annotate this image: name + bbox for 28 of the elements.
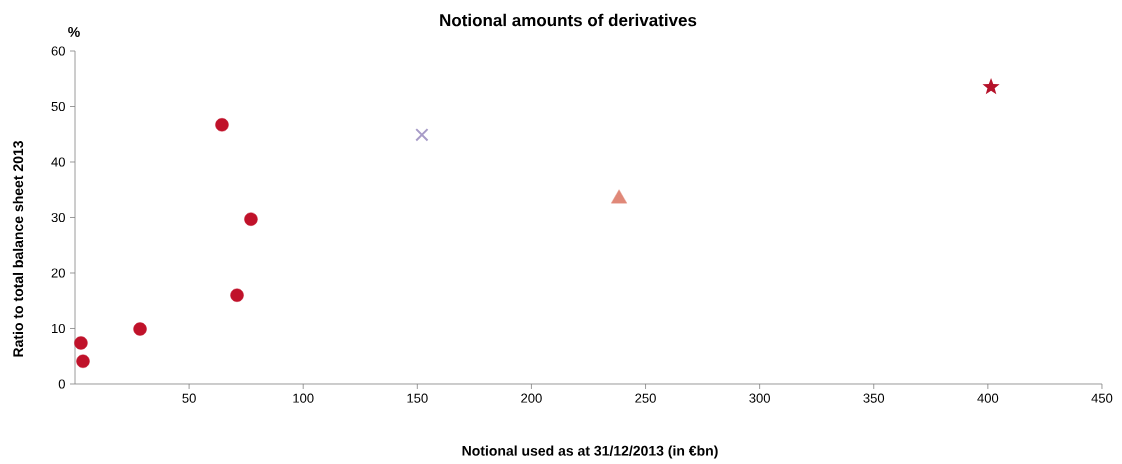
point: [415, 128, 429, 142]
point: [133, 322, 147, 336]
text: %: [68, 27, 80, 37]
point: [76, 354, 90, 368]
y-tick-label: 20: [51, 268, 65, 278]
x-axis-title: Notional used as at 31/12/2013 (in €bn): [462, 445, 718, 459]
y-tick-label: 60: [51, 46, 65, 56]
x-tick-label: 200: [521, 393, 542, 403]
point: [74, 336, 88, 350]
x-tick-label: 50: [182, 393, 196, 403]
point: [244, 212, 258, 226]
point: [982, 78, 1000, 95]
y-axis-title: Ratio to total balance sheet 2013: [12, 140, 24, 357]
x-tick-label: 350: [863, 393, 885, 403]
y-tick-label: 10: [52, 323, 65, 334]
x-tick-label: 250: [635, 393, 656, 403]
x-tick-label: 150: [407, 393, 428, 403]
y-tick-label: 40: [51, 157, 65, 167]
y-tick-label: 30: [51, 212, 65, 223]
x-tick-label: 300: [749, 393, 770, 403]
point: [230, 288, 244, 302]
y-tick-label: 0: [58, 379, 65, 389]
chart-title: Notional amounts of derivatives: [440, 13, 697, 27]
x-tick-label: 450: [1091, 393, 1113, 403]
x-tick-label: 400: [977, 393, 999, 403]
y-tick-label: 50: [51, 101, 65, 112]
point: [215, 118, 229, 132]
x-tick-label: 100: [293, 393, 314, 403]
